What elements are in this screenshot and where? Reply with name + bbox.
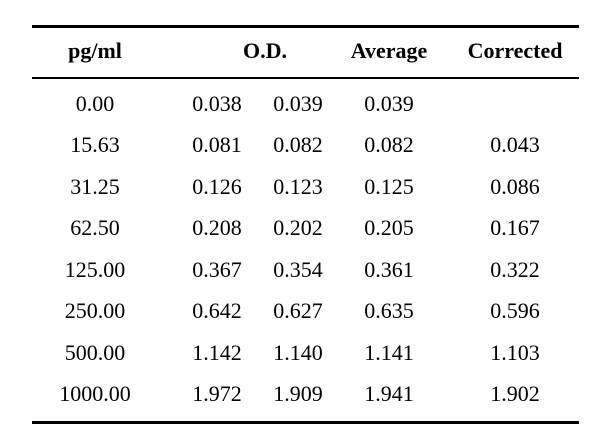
table-row: 0.00 0.038 0.039 0.039	[32, 83, 579, 125]
table-bottom-rule	[32, 421, 579, 424]
cell-od-2: 0.627	[273, 298, 323, 324]
table-row: 125.00 0.367 0.354 0.361 0.322	[32, 249, 579, 291]
cell-od-1: 0.126	[192, 173, 242, 199]
cell-average: 0.125	[364, 173, 414, 199]
cell-od-2: 0.202	[273, 215, 323, 241]
cell-od-2: 0.354	[273, 256, 323, 282]
cell-average: 0.205	[364, 215, 414, 241]
cell-od-1: 0.367	[192, 256, 242, 282]
table-body: 0.00 0.038 0.039 0.039 15.63 0.081 0.082…	[32, 79, 579, 415]
cell-od-1: 0.642	[192, 298, 242, 324]
cell-average: 0.361	[364, 256, 414, 282]
table-row: 62.50 0.208 0.202 0.205 0.167	[32, 208, 579, 250]
cell-pg: 62.50	[70, 215, 120, 241]
cell-od-2: 0.082	[273, 132, 323, 158]
cell-average: 0.082	[364, 132, 414, 158]
table-row: 1000.00 1.972 1.909 1.941 1.902	[32, 374, 579, 416]
cell-pg: 0.00	[75, 90, 115, 116]
cell-od-1: 0.038	[192, 90, 242, 116]
header-average: Average	[350, 38, 428, 63]
table-top-rule	[32, 25, 579, 28]
cell-average: 1.141	[364, 339, 414, 365]
table-row: 500.00 1.142 1.140 1.141 1.103	[32, 332, 579, 374]
cell-pg: 125.00	[64, 256, 126, 282]
cell-od-2: 0.123	[273, 173, 323, 199]
cell-od-2: 1.909	[273, 381, 323, 407]
cell-od-2: 0.039	[273, 90, 323, 116]
cell-corrected: 0.167	[490, 215, 540, 241]
table-row: 250.00 0.642 0.627 0.635 0.596	[32, 291, 579, 333]
cell-pg: 500.00	[64, 339, 126, 365]
table-header-rule	[32, 77, 579, 79]
cell-corrected: 1.103	[490, 339, 540, 365]
cell-corrected: 0.086	[490, 173, 540, 199]
cell-average: 1.941	[364, 381, 414, 407]
table-row: 31.25 0.126 0.123 0.125 0.086	[32, 166, 579, 208]
table-header-row: pg/ml O.D. Average Corrected	[32, 28, 579, 74]
cell-corrected: 0.043	[490, 132, 540, 158]
cell-average: 0.039	[364, 90, 414, 116]
header-od: O.D.	[243, 38, 287, 63]
cell-od-1: 1.972	[192, 381, 242, 407]
cell-pg: 31.25	[70, 173, 120, 199]
cell-corrected: 1.902	[490, 381, 540, 407]
cell-pg: 1000.00	[59, 381, 131, 407]
table-row: 15.63 0.081 0.082 0.082 0.043	[32, 125, 579, 167]
cell-average: 0.635	[364, 298, 414, 324]
cell-corrected	[454, 83, 576, 125]
cell-od-1: 0.208	[192, 215, 242, 241]
header-corrected: Corrected	[467, 38, 563, 63]
cell-od-1: 1.142	[192, 339, 242, 365]
standard-curve-table: pg/ml O.D. Average Corrected 0.00 0.038 …	[32, 20, 579, 424]
header-pg-ml: pg/ml	[68, 38, 122, 63]
cell-pg: 250.00	[64, 298, 126, 324]
cell-pg: 15.63	[70, 132, 120, 158]
cell-corrected: 0.322	[490, 256, 540, 282]
cell-corrected: 0.596	[490, 298, 540, 324]
cell-od-1: 0.081	[192, 132, 242, 158]
cell-od-2: 1.140	[273, 339, 323, 365]
